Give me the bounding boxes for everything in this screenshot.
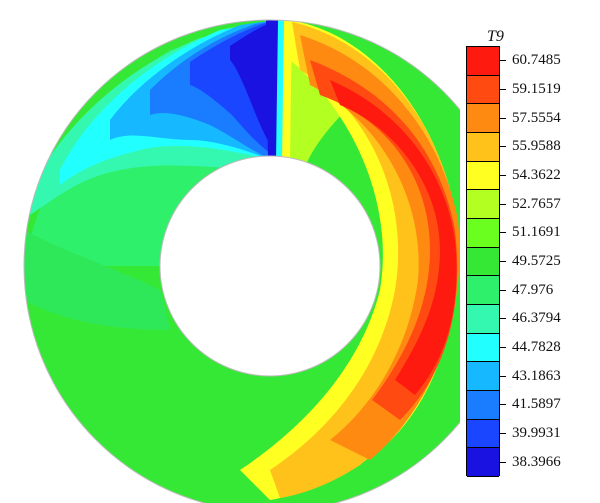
legend-swatch (467, 305, 499, 334)
legend-label: 41.5897 (512, 396, 561, 413)
legend-swatch (467, 161, 499, 191)
legend-swatch (467, 419, 499, 449)
legend-swatch (467, 75, 499, 105)
legend-swatch (467, 133, 499, 162)
legend-tick (500, 146, 506, 148)
legend-label: 49.5725 (512, 253, 561, 269)
legend-swatch (467, 219, 499, 248)
legend-tick (500, 89, 506, 90)
temperature-field (0, 0, 460, 503)
legend-label: 38.3966 (512, 453, 561, 470)
legend-swatch (467, 448, 499, 477)
legend-swatch (467, 362, 499, 391)
legend-label: 57.5554 (512, 109, 561, 126)
legend-swatch (467, 276, 499, 305)
legend-tick (500, 347, 506, 348)
legend-tick (500, 404, 506, 406)
color-legend (466, 46, 500, 477)
legend-label: 52.7657 (512, 195, 561, 212)
annulus-contour-plot (0, 0, 460, 503)
legend-label: 54.3622 (512, 167, 561, 183)
legend-label: 60.7485 (512, 52, 561, 69)
legend-title: T9 (487, 28, 504, 45)
legend-tick (500, 261, 506, 262)
legend-tick (500, 117, 506, 119)
legend-swatch (467, 247, 499, 277)
legend-swatch (467, 47, 499, 76)
legend-swatch (467, 391, 499, 420)
legend-swatch (467, 333, 499, 363)
legend-label: 51.1691 (512, 224, 561, 241)
legend-swatch (467, 190, 499, 219)
legend-tick (500, 318, 506, 320)
legend-tick (500, 60, 506, 62)
legend-tick (500, 375, 506, 377)
legend-tick (500, 203, 506, 205)
legend-tick (500, 232, 506, 234)
legend-label: 43.1863 (512, 367, 561, 384)
legend-label: 39.9931 (512, 425, 561, 441)
inner-hole (159, 155, 381, 377)
legend-tick (500, 289, 506, 291)
legend-label: 44.7828 (512, 339, 561, 355)
legend-label: 46.3794 (512, 310, 561, 327)
legend-tick (500, 175, 506, 176)
legend-tick (500, 461, 506, 463)
legend-swatch (467, 104, 499, 133)
legend-label: 59.1519 (512, 81, 561, 97)
legend-label: 47.976 (512, 281, 554, 298)
legend-tick (500, 433, 506, 434)
legend-label: 55.9588 (512, 138, 561, 155)
outer-boundary (23, 19, 460, 503)
